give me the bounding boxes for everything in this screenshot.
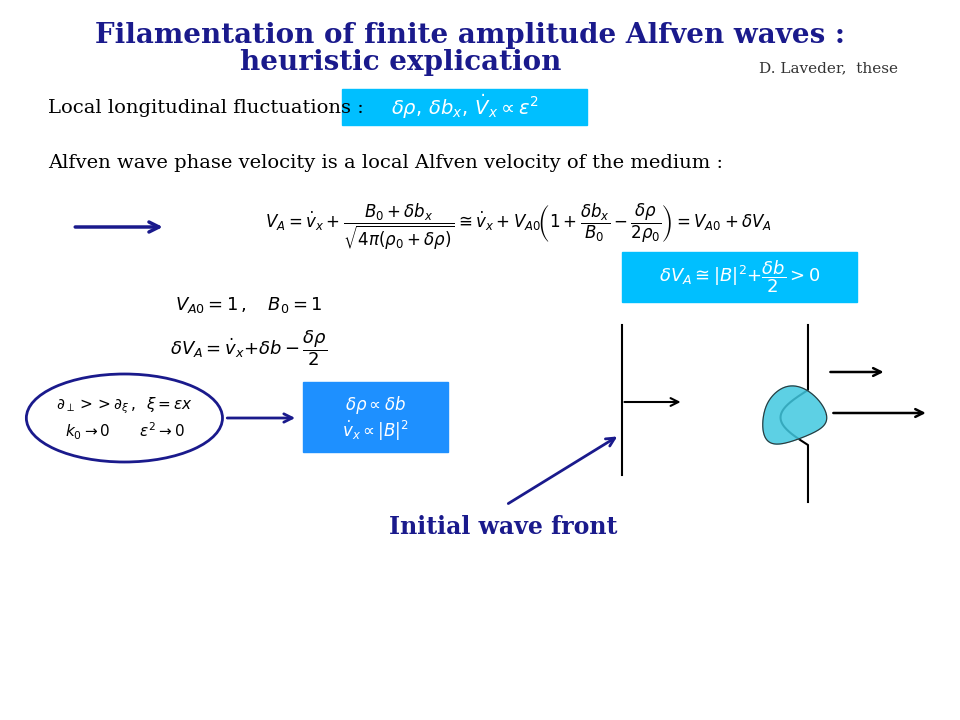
Text: $\delta\rho \propto \delta b$: $\delta\rho \propto \delta b$: [345, 394, 406, 416]
Polygon shape: [763, 386, 827, 444]
Text: Initial wave front: Initial wave front: [389, 515, 617, 539]
Text: $\delta V_A{=}\dot{v}_x{+}\delta b - \dfrac{\delta\rho}{2}$: $\delta V_A{=}\dot{v}_x{+}\delta b - \df…: [170, 328, 327, 368]
Text: $\dot{v}_x \propto |B|^2$: $\dot{v}_x \propto |B|^2$: [342, 419, 409, 443]
Text: $V_{A0}{=}1\,,\quad B_0{=}1$: $V_{A0}{=}1\,,\quad B_0{=}1$: [176, 295, 323, 315]
Text: $V_A = \dot{v}_x+\dfrac{B_0+\delta b_x}{\sqrt{4\pi(\rho_0+\delta\rho)}} \cong \d: $V_A = \dot{v}_x+\dfrac{B_0+\delta b_x}{…: [265, 202, 772, 252]
Text: $k_0{\to}0 \qquad \varepsilon^2{\to}0$: $k_0{\to}0 \qquad \varepsilon^2{\to}0$: [64, 420, 184, 441]
Text: Filamentation of finite amplitude Alfven waves :: Filamentation of finite amplitude Alfven…: [95, 22, 845, 48]
FancyBboxPatch shape: [622, 252, 857, 302]
Text: $\delta V_A \cong |B|^2{+}\dfrac{\delta b}{2} > 0$: $\delta V_A \cong |B|^2{+}\dfrac{\delta …: [659, 258, 820, 295]
Ellipse shape: [26, 374, 223, 462]
Text: Alfven wave phase velocity is a local Alfven velocity of the medium :: Alfven wave phase velocity is a local Al…: [48, 154, 723, 172]
Text: $\delta\rho,\, \delta b_x,\, \dot{V}_x \propto \varepsilon^2$: $\delta\rho,\, \delta b_x,\, \dot{V}_x \…: [391, 93, 539, 121]
Text: Local longitudinal fluctuations :: Local longitudinal fluctuations :: [48, 99, 364, 117]
Text: D. Laveder,  these: D. Laveder, these: [759, 61, 898, 75]
FancyBboxPatch shape: [342, 89, 588, 125]
Text: $\partial_\perp{>}{>}\partial_\xi\,,\;\;\xi{=}\varepsilon x$: $\partial_\perp{>}{>}\partial_\xi\,,\;\;…: [56, 396, 193, 416]
Text: heuristic explication: heuristic explication: [240, 48, 562, 76]
FancyBboxPatch shape: [303, 382, 448, 452]
